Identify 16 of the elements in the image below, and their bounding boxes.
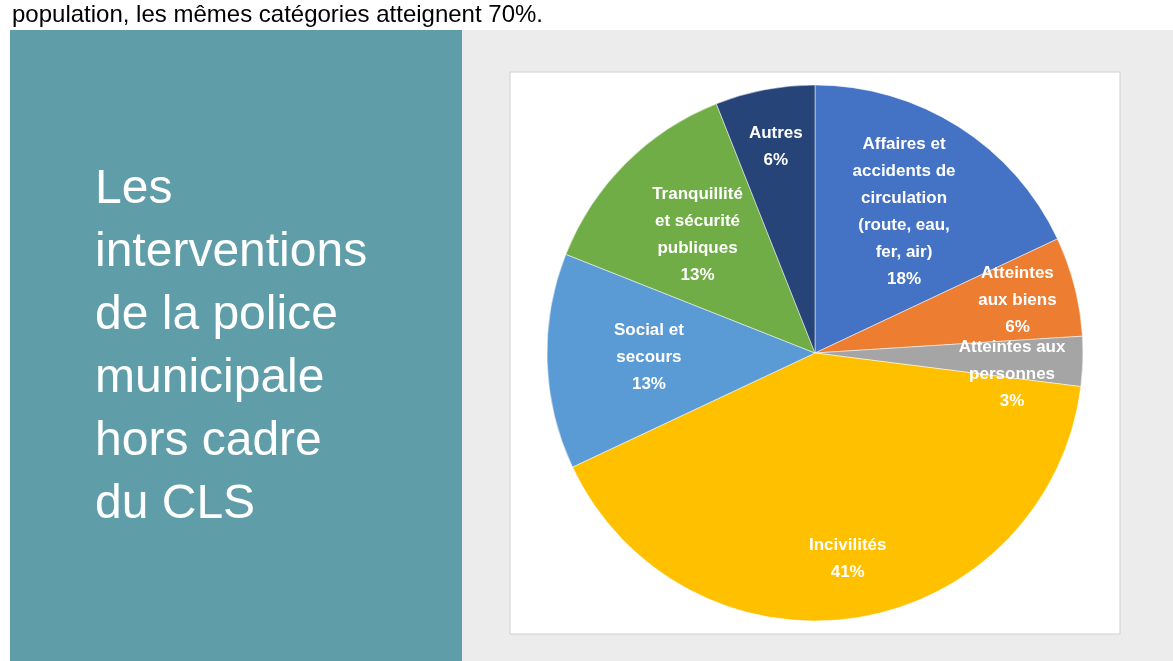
data-label: 18% bbox=[887, 269, 922, 289]
text: Les interventions de la police municipale hors cadre du CLS bbox=[95, 160, 368, 528]
data-label: 6% bbox=[1005, 317, 1030, 337]
slice-label: Tranquillité et sécurité publiques bbox=[652, 184, 743, 258]
text: population, les mêmes catégories atteignent 70%. bbox=[12, 0, 543, 27]
slice-label: Autres bbox=[748, 123, 803, 143]
slice-label: Affaires et accidents de circulation (route, eau, fer, air) bbox=[852, 134, 956, 262]
data-label: 3% bbox=[999, 391, 1025, 411]
slice-label: Incivilités bbox=[808, 535, 887, 555]
slice-label: Atteintes aux personnes bbox=[958, 337, 1067, 384]
data-label: 41% bbox=[830, 562, 865, 582]
data-label: 13% bbox=[631, 374, 666, 394]
data-label: 6% bbox=[763, 150, 789, 170]
data-label: 13% bbox=[680, 265, 715, 285]
slice-label: Atteintes aux biens bbox=[978, 263, 1057, 310]
slice-label: Social et secours bbox=[613, 320, 685, 367]
